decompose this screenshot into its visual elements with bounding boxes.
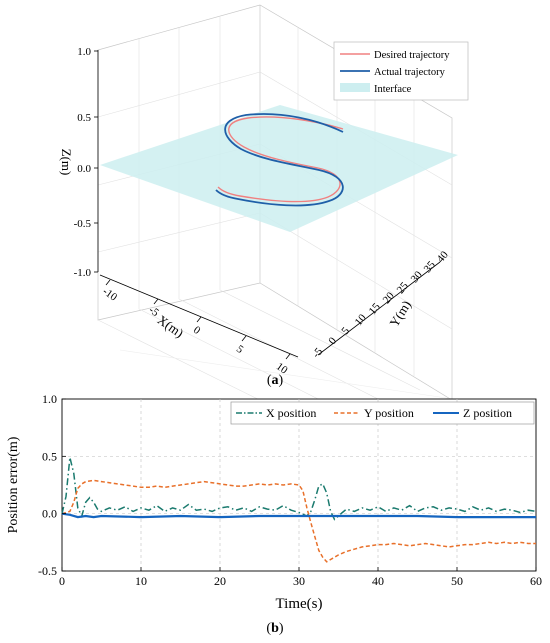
x-tick-label: 30	[293, 574, 305, 588]
y-tick-label: 10	[353, 312, 370, 329]
legend-z-position-label: Z position	[463, 406, 512, 420]
panel-b-caption: (b)	[266, 621, 283, 636]
x-axis	[99, 274, 299, 360]
z-axis	[94, 50, 99, 273]
panel-a: 1.0 0.5 0.0 -0.5 -1.0 Z(m) -10 -5 0 5 10…	[59, 4, 469, 421]
y-tick-label: 20	[381, 290, 398, 307]
x-tick-label: 5	[234, 343, 246, 356]
panel-b-series	[61, 457, 537, 563]
x-tick-label: 0	[59, 574, 65, 588]
legend-actual-label: Actual trajectory	[374, 67, 446, 78]
series-line-y-position	[61, 479, 536, 563]
y-tick-label: 40	[435, 249, 452, 266]
z-tick-label: 0.5	[77, 112, 91, 124]
x-tick-label: 60	[530, 574, 542, 588]
y-tick-label: 1.0	[42, 392, 57, 406]
panel-b-ticks: 0 10 20 30 40 50 60 -0.5 0.0 0.5 1.0	[38, 392, 542, 588]
x-tick-label: 0	[191, 324, 203, 337]
actual-trajectory-line	[215, 113, 344, 207]
z-axis-label: Z(m)	[59, 149, 74, 176]
y-tick-label: 30	[409, 269, 426, 286]
legend-interface-label: Interface	[374, 84, 412, 95]
desired-trajectory-line	[217, 116, 344, 203]
legend-y-position-label: Y position	[364, 406, 414, 420]
x-tick-label: 10	[135, 574, 147, 588]
y-tick-label: 0.5	[42, 449, 57, 463]
panel-b-legend: X position Y position Z position	[230, 401, 535, 425]
x-axis-label: X(m)	[155, 312, 187, 340]
interface-plane	[100, 105, 458, 232]
legend-desired-label: Desired trajectory	[374, 50, 450, 61]
y-tick-label: 15	[367, 301, 384, 318]
y-tick-label: 35	[422, 259, 439, 276]
z-tick-label: -0.5	[74, 218, 92, 230]
series-line-x-position	[61, 457, 537, 521]
y-axis	[317, 261, 441, 356]
y-tick-label: 25	[395, 280, 412, 297]
y-tick-label: 0	[326, 335, 339, 347]
y-tick-label: 0.0	[42, 507, 57, 521]
x-tick-label: 40	[372, 574, 384, 588]
x-tick-label: 50	[451, 574, 463, 588]
y-tick-label: -0.5	[38, 564, 57, 578]
x-tick-label: 20	[214, 574, 226, 588]
z-tick-label: 1.0	[77, 46, 91, 58]
panel-a-caption: (a)	[267, 373, 284, 388]
panel-b-grid	[62, 399, 536, 571]
panel-b-ylabel: Position error(m)	[6, 436, 21, 533]
panel-b-xlabel: Time(s)	[276, 596, 323, 612]
panel-b: 0 10 20 30 40 50 60 -0.5 0.0 0.5 1.0 Time(s) Posit…	[6, 392, 542, 636]
y-tick-label: 5	[339, 325, 352, 337]
z-tick-label: -1.0	[74, 267, 92, 279]
y-tick-label: -5	[310, 345, 325, 360]
x-tick-label: -10	[100, 285, 119, 304]
z-tick-label: 0.0	[77, 163, 91, 175]
series-line-z-position	[61, 512, 536, 519]
panel-a-legend: Desired trajectory Actual trajectory Int…	[333, 41, 469, 101]
legend-x-position-label: X position	[266, 406, 316, 420]
